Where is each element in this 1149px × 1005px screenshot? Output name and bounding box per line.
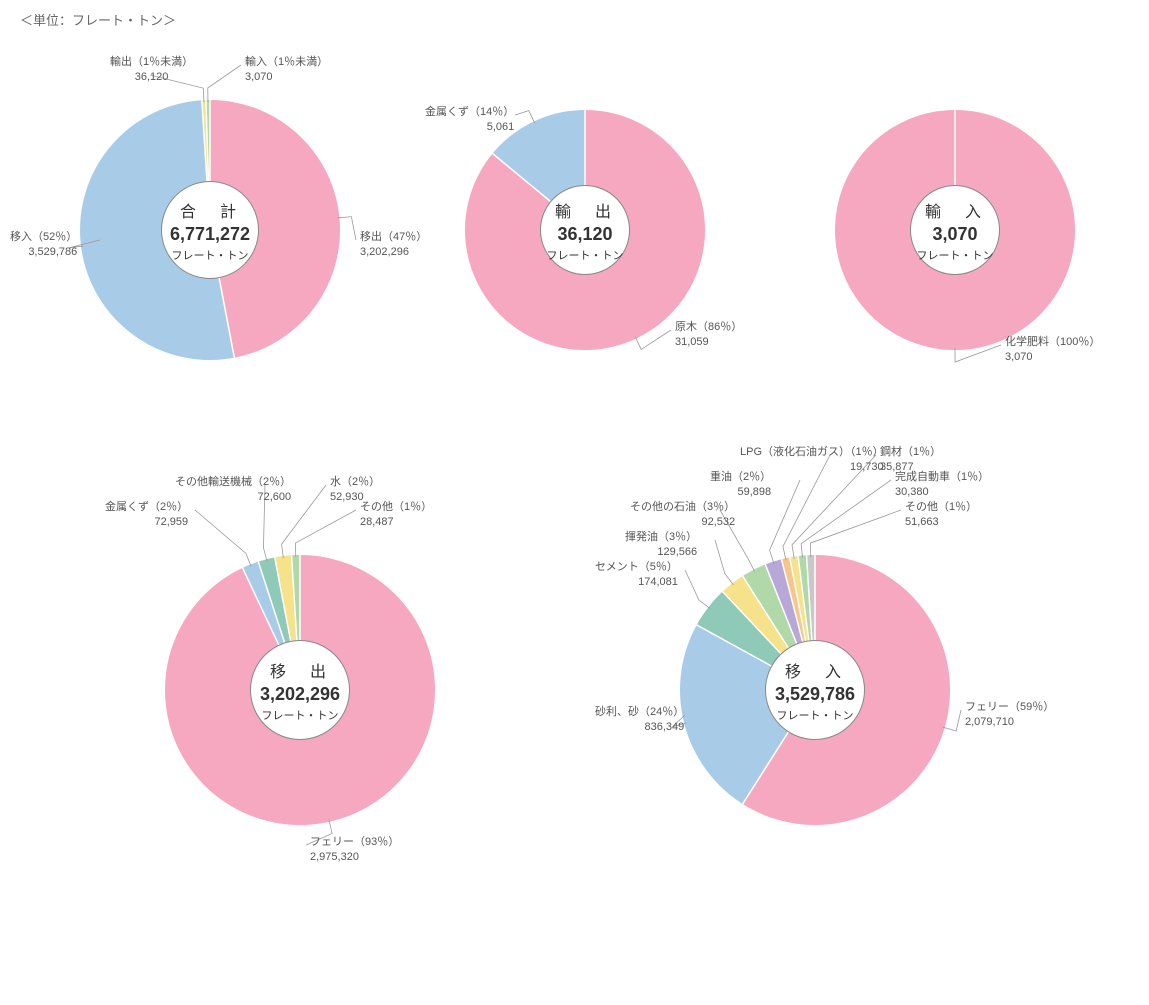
slice-label-value: 36,120 [110, 70, 193, 85]
slice-label-name: その他（1％） [360, 500, 432, 515]
slice-label-name: 水（2％） [330, 475, 380, 490]
slice-label-value: 3,070 [1005, 350, 1100, 365]
slice-label-name: 揮発油（3％） [625, 530, 697, 545]
slice-label-name: 輸出（1％未満） [110, 55, 193, 70]
slice-label-value: 836,349 [595, 720, 684, 735]
slice-label: 化学肥料（100％）3,070 [1005, 335, 1100, 366]
slice-label-name: 移入（52％） [10, 230, 77, 245]
pie-chart-import: 輸 入3,070フレート・トン化学肥料（100％）3,070 [835, 110, 1075, 350]
slice-label: その他輸送機械（2％）72,600 [175, 475, 291, 506]
slice-label: 移入（52％）3,529,786 [10, 230, 77, 261]
slice-label-value: 5,061 [425, 120, 514, 135]
slice-label-name: 金属くず（14％） [425, 105, 514, 120]
slice-label-name: LPG（液化石油ガス）（1％） [740, 445, 884, 460]
slice-label-value: 3,529,786 [10, 245, 77, 260]
slice-label: その他（1％）28,487 [360, 500, 432, 531]
slice-label: 揮発油（3％）129,566 [625, 530, 697, 561]
slice-label-value: 72,600 [175, 490, 291, 505]
slice-label-name: その他輸送機械（2％） [175, 475, 291, 490]
slice-label: その他の石油（3％）92,532 [630, 500, 735, 531]
slice-label-name: フェリー（93％） [310, 835, 399, 850]
slice-label-value: 28,487 [360, 515, 432, 530]
slice-label: 完成自動車（1％）30,380 [895, 470, 989, 501]
slice-label-name: セメント（5％） [595, 560, 678, 575]
slice-label-name: フェリー（59％） [965, 700, 1054, 715]
slice-label-value: 92,532 [630, 515, 735, 530]
slice-label: LPG（液化石油ガス）（1％）19,730 [740, 445, 884, 476]
slice-label: 砂利、砂（24％）836,349 [595, 705, 684, 736]
slice-label: その他（1％）51,663 [905, 500, 977, 531]
slice-label: フェリー（59％）2,079,710 [965, 700, 1054, 731]
slice-label-name: 化学肥料（100％） [1005, 335, 1100, 350]
slice-label-value: 174,081 [595, 575, 678, 590]
pie-chart-in: 移 入3,529,786フレート・トンフェリー（59％）2,079,710砂利、… [680, 555, 950, 825]
slice-label: 輸出（1％未満）36,120 [110, 55, 193, 86]
slice-label-value: 59,898 [710, 485, 771, 500]
slice-label-value: 72,959 [105, 515, 188, 530]
slice-label-name: 鋼材（1％） [880, 445, 941, 460]
slice-label-value: 2,975,320 [310, 850, 399, 865]
slice-label-name: その他（1％） [905, 500, 977, 515]
slice-label: セメント（5％）174,081 [595, 560, 678, 591]
slice-label-value: 2,079,710 [965, 715, 1054, 730]
slice-label: フェリー（93％）2,975,320 [310, 835, 399, 866]
slice-label-name: その他の石油（3％） [630, 500, 735, 515]
slice-label-value: 51,663 [905, 515, 977, 530]
slice-label-name: 砂利、砂（24％） [595, 705, 684, 720]
pie-chart-out: 移 出3,202,296フレート・トンフェリー（93％）2,975,320金属く… [165, 555, 435, 825]
slice-label-value: 19,730 [740, 460, 884, 475]
slice-label: 金属くず（14％）5,061 [425, 105, 514, 136]
slice-label-name: 完成自動車（1％） [895, 470, 989, 485]
slice-label-value: 129,566 [625, 545, 697, 560]
slice-label-value: 30,380 [895, 485, 989, 500]
